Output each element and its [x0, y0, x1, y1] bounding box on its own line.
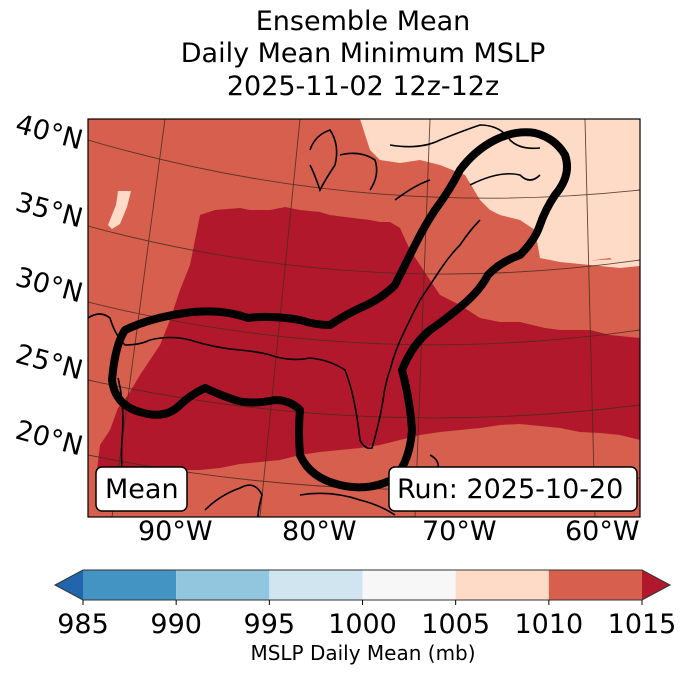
colorbar-label: MSLP Daily Mean (mb)	[250, 641, 475, 665]
chart-title-line-2: Daily Mean Minimum MSLP	[180, 38, 546, 69]
colorbar-tick-label: 995	[244, 609, 296, 640]
lon-tick-label: 60°W	[565, 516, 640, 547]
lat-tick-label: 30°N	[12, 262, 86, 310]
colorbar-tick-label: 990	[150, 609, 202, 640]
lat-tick-label: 40°N	[12, 109, 86, 157]
colorbar-tick-label: 1005	[421, 609, 490, 640]
mean-label-box	[95, 466, 188, 512]
lon-tick-label: 90°W	[138, 516, 213, 547]
colorbar: 985 990 995 1000 1005 1010 1015	[53, 569, 677, 640]
colorbar-over-extend	[642, 570, 670, 600]
map-area	[88, 119, 640, 517]
colorbar-tick-label: 1010	[514, 609, 583, 640]
chart-title-line-1: Ensemble Mean	[255, 6, 471, 37]
colorbar-segment	[176, 570, 270, 600]
coastlines	[88, 124, 541, 517]
lat-tick-label: 25°N	[12, 339, 86, 387]
mean-label-text: Mean	[105, 474, 179, 505]
map-frame	[87, 118, 641, 518]
lat-tick-label: 35°N	[12, 187, 86, 235]
colorbar-under-extend	[55, 570, 83, 600]
colorbar-tick-label: 985	[57, 609, 109, 640]
colorbar-tick-label: 1000	[328, 609, 397, 640]
lat-tick-label: 20°N	[12, 415, 86, 463]
colorbar-segment	[548, 570, 642, 600]
colorbar-segment	[269, 570, 363, 600]
field-east-1005	[560, 258, 640, 268]
run-label-text: Run: 2025-10-20	[397, 474, 623, 505]
run-label-box	[388, 466, 638, 512]
field-west-1005-patch	[108, 191, 131, 229]
colorbar-segment	[83, 570, 177, 600]
lon-tick-label: 70°W	[422, 516, 497, 547]
colorbar-tick-label: 1015	[608, 609, 677, 640]
colorbar-segment	[455, 570, 549, 600]
colorbar-segment	[362, 570, 456, 600]
lon-tick-label: 80°W	[282, 516, 357, 547]
field-northeast-1005	[360, 119, 640, 262]
chart-title-line-3: 2025-11-02 12z-12z	[226, 71, 500, 102]
threshold-contour	[108, 128, 571, 492]
field-over-1015	[96, 207, 640, 478]
